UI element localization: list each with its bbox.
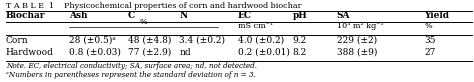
Text: %: % (424, 22, 432, 31)
Text: mS cm⁻¹: mS cm⁻¹ (238, 22, 273, 31)
Text: 35: 35 (424, 36, 436, 45)
Text: Corn: Corn (6, 36, 28, 45)
Text: N: N (179, 11, 187, 20)
Text: 229 (±2): 229 (±2) (337, 36, 377, 45)
Text: 0.8 (±0.03): 0.8 (±0.03) (69, 48, 120, 57)
Text: C: C (128, 11, 135, 20)
Text: 0.2 (±0.01): 0.2 (±0.01) (238, 48, 290, 57)
Text: Ash: Ash (69, 11, 87, 20)
Text: %: % (139, 18, 147, 26)
Text: 4.0 (±0.2): 4.0 (±0.2) (238, 36, 284, 45)
Text: 27: 27 (424, 48, 436, 57)
Text: Yield: Yield (424, 11, 449, 20)
Text: 3.4 (±0.2): 3.4 (±0.2) (179, 36, 225, 45)
Text: T A B L E  1    Physicochemical properties of corn and hardwood biochar: T A B L E 1 Physicochemical properties o… (6, 1, 301, 10)
Text: 77 (±2.9): 77 (±2.9) (128, 48, 171, 57)
Text: 48 (±4.8): 48 (±4.8) (128, 36, 172, 45)
Text: SA: SA (337, 11, 350, 20)
Text: 388 (±9): 388 (±9) (337, 48, 377, 57)
Text: Note. EC, electrical conductivity; SA, surface area; nd, not detected.: Note. EC, electrical conductivity; SA, s… (6, 62, 257, 70)
Text: ᵃNumbers in parentheses represent the standard deviation of n = 3.: ᵃNumbers in parentheses represent the st… (6, 71, 255, 79)
Text: pH: pH (292, 11, 307, 20)
Text: Hardwood: Hardwood (6, 48, 54, 57)
Text: 28 (±0.5)ᵃ: 28 (±0.5)ᵃ (69, 36, 116, 45)
Text: 8.2: 8.2 (292, 48, 307, 57)
Text: 10³ m² kg⁻¹: 10³ m² kg⁻¹ (337, 22, 383, 31)
Text: EC: EC (238, 11, 252, 20)
Text: 9.2: 9.2 (292, 36, 307, 45)
Text: nd: nd (179, 48, 191, 57)
Text: Biochar: Biochar (6, 11, 45, 20)
